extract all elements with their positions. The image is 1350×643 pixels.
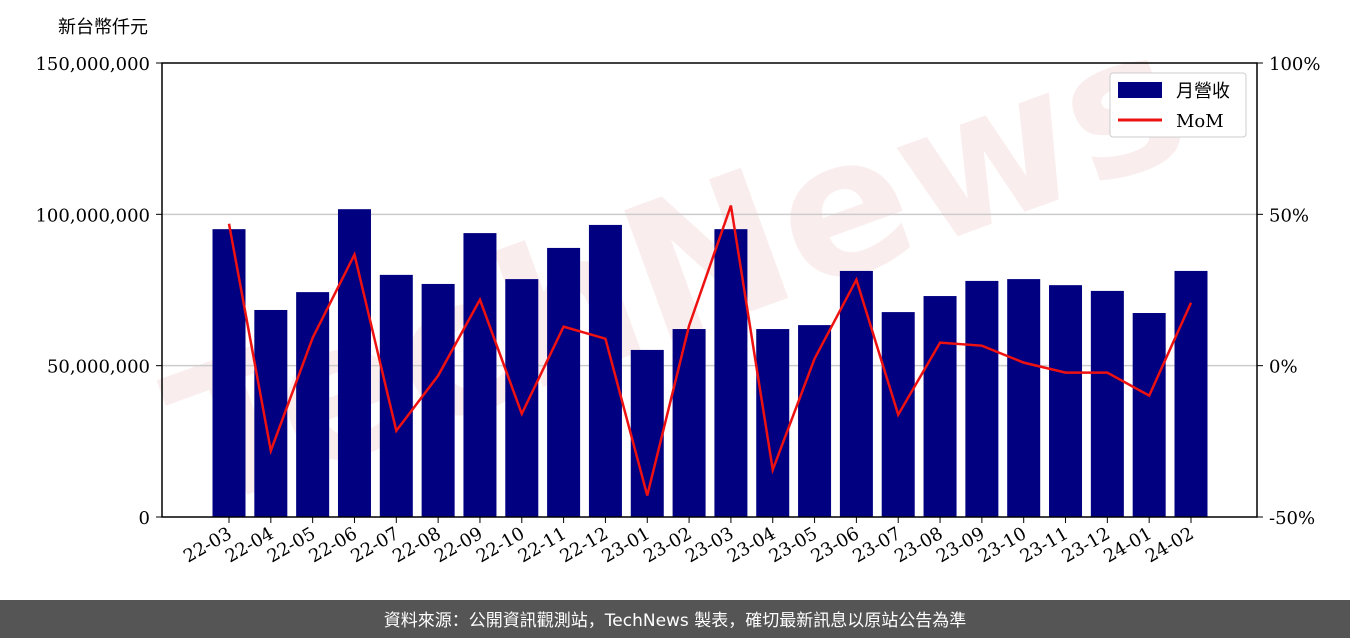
bar [337, 209, 371, 518]
bar [1007, 279, 1041, 517]
source-note: 資料來源：公開資訊觀測站，TechNews 製表，確切最新訊息以原站公告為準 [384, 611, 966, 631]
bar [756, 329, 790, 517]
bar [421, 283, 455, 517]
bar [588, 224, 622, 517]
footer-bar [0, 600, 1350, 638]
bar [254, 309, 288, 517]
y2-tick-label: 0% [1269, 357, 1298, 378]
bar [547, 247, 581, 518]
bar [839, 270, 873, 517]
y2-tick-label: -50% [1269, 508, 1315, 529]
bar [296, 292, 330, 517]
y-tick-label: 50,000,000 [47, 357, 150, 378]
bar [630, 349, 664, 517]
y-tick-label: 150,000,000 [35, 54, 150, 75]
bar [1090, 290, 1124, 517]
bar [1174, 270, 1208, 517]
bar [672, 329, 706, 517]
bar [1132, 313, 1166, 517]
legend-swatch [1118, 82, 1162, 98]
bar [463, 233, 497, 517]
bar [923, 296, 957, 517]
y-tick-label: 0 [139, 508, 150, 529]
legend-label: MoM [1176, 111, 1224, 132]
x-tick-label: 24-02 [1142, 523, 1197, 567]
bar [965, 280, 999, 517]
y-axis-label: 新台幣仟元 [58, 17, 148, 38]
y-tick-label: 100,000,000 [35, 205, 150, 226]
bar [1049, 285, 1083, 517]
bar [505, 279, 539, 517]
plot-frame [161, 62, 1258, 518]
y2-tick-label: 100% [1269, 54, 1320, 75]
bar [379, 274, 413, 517]
legend-label: 月營收 [1176, 81, 1230, 102]
line [227, 205, 1193, 496]
y2-tick-label: 50% [1269, 205, 1309, 226]
bar [212, 229, 246, 517]
bar [798, 325, 832, 517]
